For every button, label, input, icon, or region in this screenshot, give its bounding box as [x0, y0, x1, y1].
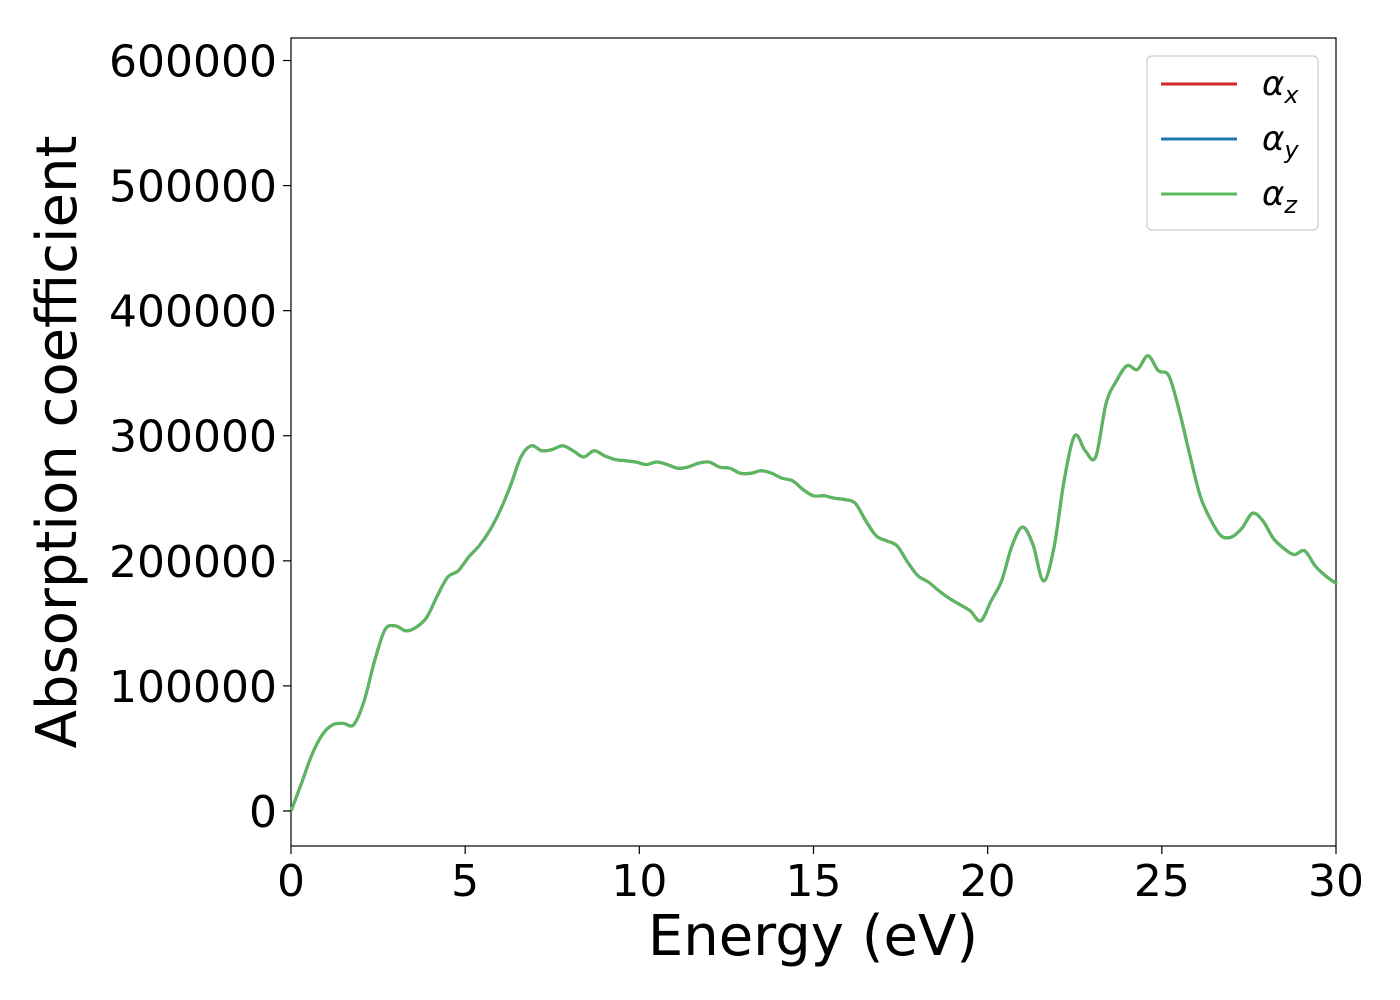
x-tick-label: 15: [786, 856, 842, 907]
y-axis: 0 100000 200000 300000 400000 500000 600000: [109, 37, 291, 838]
x-tick-label: 5: [451, 856, 479, 907]
x-axis-label: Energy (eV): [648, 904, 978, 969]
series-line-y: [289, 354, 1338, 813]
x-axis: 0 5 10 15 20 25 30: [277, 846, 1364, 907]
y-tick-label: 100000: [109, 662, 277, 713]
y-tick-label: 200000: [109, 537, 277, 588]
legend-label-y: αy: [1262, 119, 1299, 164]
series-layer: [289, 354, 1338, 813]
x-tick-label: 20: [960, 856, 1016, 907]
y-tick-label: 400000: [109, 287, 277, 338]
legend-label-z: αz: [1262, 174, 1298, 219]
y-tick-label: 0: [249, 787, 277, 838]
y-tick-label: 500000: [109, 162, 277, 213]
legend: αx αy αz: [1146, 55, 1319, 231]
y-axis-label: Absorption coefficient: [25, 136, 90, 749]
series-line-z: [289, 354, 1338, 813]
x-tick-label: 0: [277, 856, 305, 907]
x-tick-label: 10: [611, 856, 667, 907]
x-tick-label: 25: [1134, 856, 1190, 907]
y-tick-label: 600000: [109, 37, 277, 88]
legend-label-x: αx: [1262, 64, 1299, 109]
y-tick-label: 300000: [109, 412, 277, 463]
series-line-x: [289, 354, 1338, 813]
legend-box: [1146, 55, 1319, 231]
x-tick-label: 30: [1308, 856, 1364, 907]
